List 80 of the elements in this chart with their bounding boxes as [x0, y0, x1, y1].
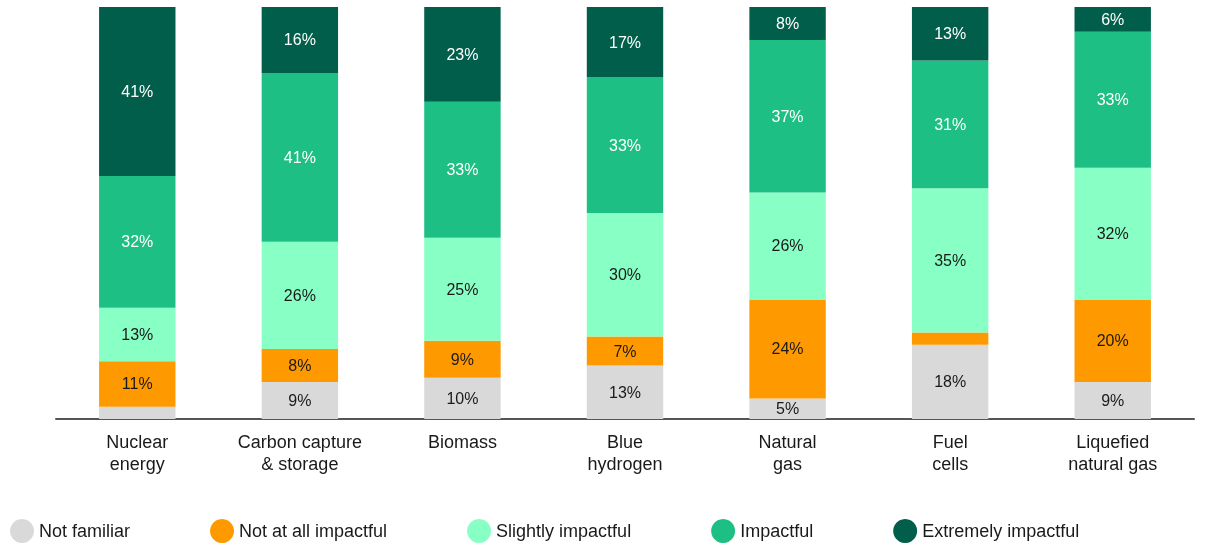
bar — [424, 7, 501, 102]
bar — [749, 192, 826, 300]
legend-label: Slightly impactful — [496, 521, 632, 541]
data-label: 41% — [283, 148, 316, 166]
bar — [99, 307, 176, 362]
bar — [99, 406, 176, 419]
data-label: 41% — [121, 82, 154, 100]
bar — [424, 101, 501, 238]
bar — [586, 7, 664, 78]
bar — [424, 377, 501, 419]
bar — [261, 72, 339, 242]
bar — [911, 188, 989, 333]
data-label: 32% — [121, 233, 154, 251]
data-label: 13% — [121, 326, 154, 344]
bar — [261, 348, 339, 382]
x-tick-label: Biomass — [427, 432, 497, 452]
data-label: 5% — [776, 400, 800, 418]
x-tick-label: Natural gas — [758, 432, 817, 474]
bar — [424, 340, 501, 378]
x-tick-label: Blue hydrogen — [587, 432, 663, 474]
bar — [586, 213, 664, 337]
data-label: 9% — [1101, 391, 1125, 409]
bar — [99, 175, 176, 308]
data-label: 33% — [446, 161, 479, 179]
legend-label: Not at all impactful — [239, 521, 388, 541]
bar — [1074, 167, 1151, 300]
data-label: 7% — [613, 342, 637, 360]
bar — [1074, 299, 1151, 382]
data-label: 10% — [446, 389, 479, 407]
data-label: 8% — [776, 14, 800, 32]
bar — [586, 365, 664, 419]
data-label: 13% — [608, 383, 642, 401]
data-label: 11% — [121, 375, 153, 393]
bar — [1074, 7, 1151, 32]
legend-label: Not familiar — [39, 521, 131, 541]
data-label: 20% — [1096, 332, 1129, 350]
data-label: 32% — [1096, 225, 1129, 243]
bar — [749, 299, 826, 399]
data-label: 24% — [771, 340, 804, 358]
data-label: 9% — [288, 391, 312, 409]
legend-label: Extremely impactful — [922, 521, 1080, 541]
bar — [749, 7, 826, 40]
data-label: 26% — [283, 286, 316, 304]
data-label: 18% — [934, 373, 967, 391]
data-label: 26% — [771, 237, 804, 255]
bar — [261, 241, 339, 349]
data-label: 35% — [934, 251, 967, 269]
bar — [749, 398, 826, 419]
data-label: 33% — [1096, 91, 1129, 109]
bar — [424, 237, 501, 341]
bar — [911, 344, 989, 419]
data-label: 17% — [608, 33, 642, 51]
bar — [1074, 381, 1151, 419]
x-tick-label: Carbon capture & storage — [237, 432, 362, 474]
bar — [99, 7, 176, 176]
bar — [1074, 31, 1151, 168]
data-label: 23% — [446, 45, 479, 63]
x-tick-label: Fuel cells — [932, 432, 969, 474]
data-label: 30% — [608, 266, 642, 284]
bar — [261, 7, 339, 73]
data-label: 16% — [283, 31, 316, 49]
x-tick-label: Nuclear energy — [106, 432, 169, 474]
bar — [911, 332, 989, 345]
data-label: 31% — [934, 115, 967, 133]
bar — [586, 77, 664, 213]
data-label: 33% — [608, 136, 642, 154]
bar — [586, 336, 664, 366]
data-label: 37% — [771, 107, 804, 125]
bar — [749, 39, 826, 193]
bar — [911, 60, 989, 189]
data-label: 6% — [1101, 10, 1125, 28]
bar — [911, 7, 989, 61]
data-label: 13% — [934, 25, 967, 43]
bar — [99, 361, 176, 407]
data-label: 8% — [288, 356, 312, 374]
x-tick-label: Liquefied natural gas — [1068, 432, 1158, 474]
data-label: 9% — [450, 350, 474, 368]
legend-label: Impactful — [740, 521, 814, 541]
data-label: 25% — [446, 280, 479, 298]
bar — [261, 381, 339, 419]
